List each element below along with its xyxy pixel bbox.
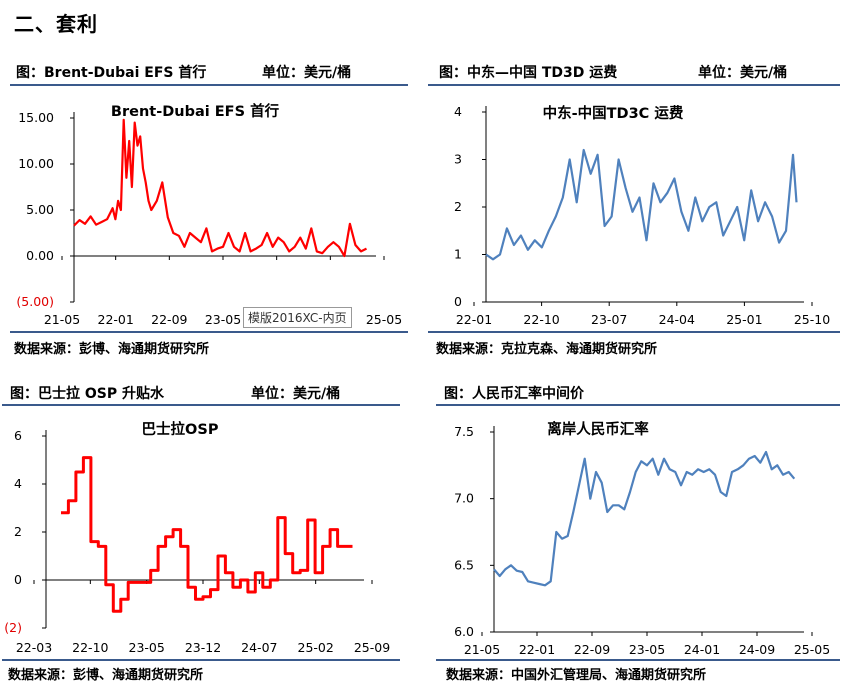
y-tick-label: (5.00) (16, 294, 54, 309)
x-tick-label: 25-09 (354, 640, 390, 655)
y-tick-label: 15.00 (18, 110, 54, 125)
y-tick-label: 5.00 (26, 202, 54, 217)
y-tick-label: 6 (14, 428, 22, 443)
x-tick-label: 22-09 (151, 312, 187, 327)
panel-title: 图：中东—中国 TD3D 运费 (439, 65, 618, 81)
chart-title: 巴士拉OSP (142, 420, 219, 438)
x-tick-label: 23-05 (629, 642, 665, 657)
footer-rule (436, 659, 840, 661)
x-tick-label: 22-09 (574, 642, 610, 657)
y-tick-label: 7.5 (454, 424, 474, 439)
x-tick-label: 21-05 (464, 642, 500, 657)
x-tick-label: 22-10 (72, 640, 108, 655)
y-tick-label: 6.5 (454, 557, 474, 572)
y-tick-label: 2 (454, 199, 462, 214)
panel-unit: 单位：美元/桶 (262, 65, 352, 81)
panel-title: 图：人民币汇率中间价 (444, 386, 584, 402)
y-tick-label: 7.0 (454, 491, 474, 506)
chart-title: 中东-中国TD3C 运费 (543, 104, 684, 122)
chart-title: 离岸人民币汇率 (547, 420, 649, 438)
x-tick-label: 22-01 (519, 642, 555, 657)
x-tick-label: 24-04 (659, 312, 695, 327)
panel-title: 图：巴士拉 OSP 升贴水 (10, 386, 164, 402)
y-tick-label: 6.0 (454, 624, 474, 639)
series-line (493, 450, 796, 587)
y-tick-label: (2) (4, 620, 22, 635)
footer-rule (2, 659, 400, 661)
panel-title: 图：Brent-Dubai EFS 首行 (16, 65, 207, 81)
source-note: 数据来源：克拉克森、海通期货研究所 (436, 342, 658, 357)
template-label: 模版2016XC-内页 (243, 307, 352, 328)
header-rule (2, 404, 400, 406)
header-rule (10, 84, 408, 86)
section-title: 二、套利 (14, 12, 98, 36)
y-tick-label: 3 (454, 152, 462, 167)
chart-title: Brent-Dubai EFS 首行 (111, 102, 280, 120)
header-rule (436, 404, 840, 406)
x-tick-label: 21-05 (44, 312, 80, 327)
series-line (485, 148, 798, 261)
y-tick-label: 0.00 (26, 248, 54, 263)
x-tick-label: 22-01 (98, 312, 134, 327)
x-tick-label: 23-05 (129, 640, 165, 655)
source-note: 数据来源：彭博、海通期货研究所 (8, 668, 204, 683)
y-tick-label: 2 (14, 524, 22, 539)
footer-rule (10, 331, 408, 333)
y-tick-label: 4 (14, 476, 22, 491)
x-tick-label: 23-12 (185, 640, 221, 655)
chart-td3c-freight: 中东-中国TD3C 运费 4 3 2 1 0 22-01 22-10 23-07 24-04 25-… (454, 104, 830, 327)
y-tick-label: 10.00 (18, 156, 54, 171)
x-tick-label: 25-10 (794, 312, 830, 327)
x-tick-label: 22-03 (16, 640, 52, 655)
y-tick-label: 0 (454, 294, 462, 309)
x-tick-label: 23-05 (205, 312, 241, 327)
x-tick-label: 24-09 (739, 642, 775, 657)
x-tick-label: 25-02 (298, 640, 334, 655)
series-line (61, 456, 353, 613)
x-tick-label: 23-07 (591, 312, 627, 327)
chart-cnh-fx: 离岸人民币汇率 7.5 7.0 6.5 6.0 21-05 22-01 22-09 23-05 2… (454, 420, 830, 657)
panel-unit: 单位：美元/桶 (251, 386, 341, 402)
source-note: 数据来源：彭博、海通期货研究所 (14, 342, 210, 357)
y-tick-label: 4 (454, 104, 462, 119)
panel-unit: 单位：美元/桶 (698, 65, 788, 81)
series-line (73, 118, 367, 258)
x-tick-label: 22-01 (456, 312, 492, 327)
y-tick-label: 0 (14, 572, 22, 587)
header-rule (428, 84, 840, 86)
x-tick-label: 24-07 (241, 640, 277, 655)
chart-brent-dubai-efs: Brent-Dubai EFS 首行 15.00 10.00 5.00 0.00 (5.0… (16, 102, 402, 327)
x-tick-label: 25-01 (726, 312, 762, 327)
footer-rule (428, 331, 840, 333)
y-tick-label: 1 (454, 247, 462, 262)
x-tick-label: 22-10 (523, 312, 559, 327)
x-tick-label: 25-05 (794, 642, 830, 657)
chart-basrah-osp: 巴士拉OSP 6 4 2 0 (2) 22-03 22-10 23-05 23-12 24-07 25… (4, 420, 390, 655)
x-tick-label: 25-05 (366, 312, 402, 327)
source-note: 数据来源：中国外汇管理局、海通期货研究所 (446, 668, 707, 683)
x-tick-label: 24-01 (684, 642, 720, 657)
